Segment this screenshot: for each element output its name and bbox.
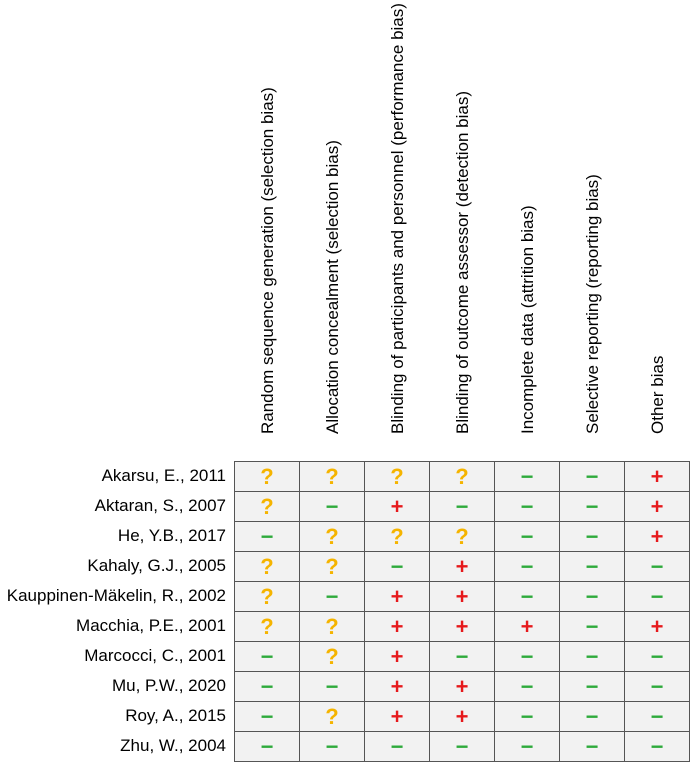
- risk-cell-high: +: [430, 612, 495, 642]
- study-labels: Akarsu, E., 2011 Aktaran, S., 2007 He, Y.B…: [0, 461, 230, 761]
- risk-cell-low: −: [495, 462, 560, 492]
- risk-cell-low: −: [560, 582, 625, 612]
- risk-cell-high: +: [625, 612, 690, 642]
- risk-cell-low: −: [365, 552, 430, 582]
- risk-cell-unclear: ?: [235, 582, 300, 612]
- risk-cell-high: +: [365, 612, 430, 642]
- risk-cell-high: +: [430, 672, 495, 702]
- risk-cell-low: −: [430, 732, 495, 762]
- risk-cell-low: −: [560, 462, 625, 492]
- column-header-label: Blinding of outcome assessor (detection …: [452, 90, 472, 434]
- risk-cell-unclear: ?: [430, 462, 495, 492]
- risk-cell-low: −: [300, 582, 365, 612]
- risk-cell-low: −: [495, 732, 560, 762]
- risk-cell-low: −: [495, 582, 560, 612]
- risk-cell-high: +: [625, 462, 690, 492]
- risk-cell-low: −: [560, 612, 625, 642]
- risk-cell-high: +: [625, 492, 690, 522]
- column-header: Random sequence generation (selection bi…: [235, 0, 300, 454]
- risk-cell-low: −: [560, 672, 625, 702]
- column-header-label: Incomplete data (attrition bias): [517, 205, 537, 434]
- risk-cell-low: −: [300, 732, 365, 762]
- risk-cell-low: −: [495, 702, 560, 732]
- risk-cell-low: −: [625, 672, 690, 702]
- risk-cell-unclear: ?: [300, 462, 365, 492]
- risk-cell-unclear: ?: [235, 552, 300, 582]
- risk-cell-high: +: [365, 582, 430, 612]
- risk-cell-low: −: [430, 492, 495, 522]
- risk-cell-low: −: [495, 522, 560, 552]
- column-header: Selective reporting (reporting bias): [560, 0, 625, 454]
- risk-cell-unclear: ?: [235, 462, 300, 492]
- study-label: Zhu, W., 2004: [120, 736, 226, 755]
- risk-cell-low: −: [495, 552, 560, 582]
- risk-cell-unclear: ?: [300, 552, 365, 582]
- risk-cell-low: −: [560, 642, 625, 672]
- risk-cell-low: −: [430, 642, 495, 672]
- column-header: Incomplete data (attrition bias): [495, 0, 560, 454]
- study-label: Mu, P.W., 2020: [111, 676, 226, 695]
- risk-cell-low: −: [235, 672, 300, 702]
- risk-cell-low: −: [495, 672, 560, 702]
- risk-cell-unclear: ?: [300, 522, 365, 552]
- column-headers: Random sequence generation (selection bi…: [235, 0, 690, 458]
- risk-cell-low: −: [235, 522, 300, 552]
- risk-cell-low: −: [235, 702, 300, 732]
- risk-cell-low: −: [495, 642, 560, 672]
- risk-cell-low: −: [365, 732, 430, 762]
- risk-cell-low: −: [625, 642, 690, 672]
- risk-cell-unclear: ?: [300, 612, 365, 642]
- study-label: Kahaly, G.J., 2005: [87, 556, 226, 575]
- risk-cell-high: +: [365, 642, 430, 672]
- study-label: He, Y.B., 2017: [117, 526, 226, 545]
- risk-cell-low: −: [625, 732, 690, 762]
- risk-of-bias-grid: ???? − − +? − + − − − + −??? − − +?? − + − − −? − + + − − −?? + + +…: [234, 461, 690, 762]
- risk-cell-unclear: ?: [235, 612, 300, 642]
- risk-cell-high: +: [625, 522, 690, 552]
- risk-cell-low: −: [625, 552, 690, 582]
- risk-cell-unclear: ?: [430, 522, 495, 552]
- risk-cell-low: −: [625, 582, 690, 612]
- risk-cell-unclear: ?: [365, 462, 430, 492]
- risk-cell-low: −: [625, 702, 690, 732]
- risk-cell-low: −: [495, 492, 560, 522]
- column-header: Other bias: [625, 0, 690, 454]
- risk-cell-low: −: [235, 732, 300, 762]
- risk-cell-unclear: ?: [300, 702, 365, 732]
- risk-cell-high: +: [430, 582, 495, 612]
- study-label: Roy, A., 2015: [125, 706, 226, 725]
- study-label: Macchia, P.E., 2001: [76, 616, 226, 635]
- column-header: Blinding of participants and personnel (…: [365, 0, 430, 454]
- study-label: Akarsu, E., 2011: [101, 466, 226, 485]
- column-header-label: Selective reporting (reporting bias): [582, 174, 602, 434]
- risk-cell-low: −: [560, 522, 625, 552]
- risk-cell-high: +: [430, 702, 495, 732]
- risk-cell-low: −: [560, 552, 625, 582]
- column-header-label: Blinding of participants and personnel (…: [387, 3, 407, 434]
- risk-cell-low: −: [235, 642, 300, 672]
- risk-cell-unclear: ?: [365, 522, 430, 552]
- risk-cell-low: −: [300, 492, 365, 522]
- column-header: Allocation concealment (selection bias): [300, 0, 365, 454]
- risk-cell-low: −: [300, 672, 365, 702]
- risk-cell-high: +: [365, 672, 430, 702]
- column-header: Blinding of outcome assessor (detection …: [430, 0, 495, 454]
- risk-cell-low: −: [560, 492, 625, 522]
- risk-cell-high: +: [365, 702, 430, 732]
- column-header-label: Other bias: [647, 355, 667, 434]
- risk-cell-unclear: ?: [300, 642, 365, 672]
- risk-cell-low: −: [560, 732, 625, 762]
- risk-cell-high: +: [430, 552, 495, 582]
- risk-cell-high: +: [495, 612, 560, 642]
- study-label: Aktaran, S., 2007: [94, 496, 226, 515]
- column-header-label: Random sequence generation (selection bi…: [257, 87, 277, 434]
- study-label: Marcocci, C., 2001: [84, 646, 226, 665]
- column-header-label: Allocation concealment (selection bias): [322, 140, 342, 434]
- risk-cell-unclear: ?: [235, 492, 300, 522]
- risk-cell-low: −: [560, 702, 625, 732]
- risk-cell-high: +: [365, 492, 430, 522]
- study-label: Kauppinen-Mäkelin, R., 2002: [6, 586, 226, 605]
